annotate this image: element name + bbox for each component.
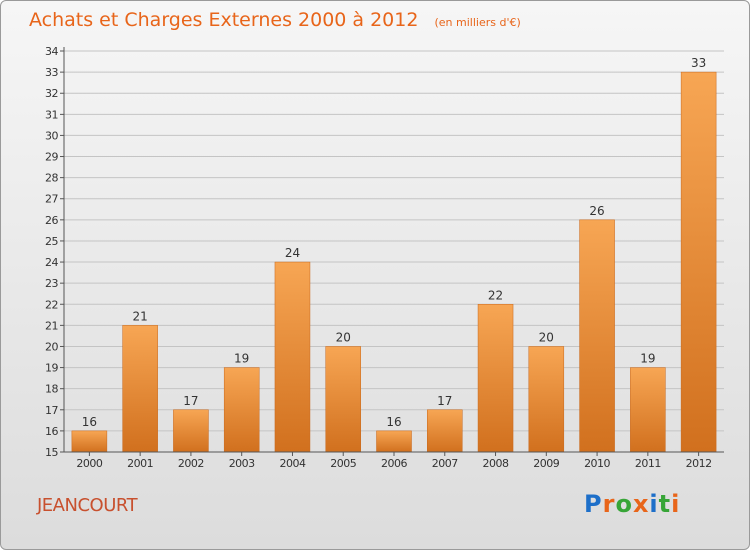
data-label-2010: 26 xyxy=(589,204,604,218)
bar-2010 xyxy=(579,219,615,453)
data-label-2005: 20 xyxy=(336,330,351,344)
chart-title: Achats et Charges Externes 2000 à 2012 (… xyxy=(29,9,521,31)
data-label-2011: 19 xyxy=(640,352,655,366)
data-label-2012: 33 xyxy=(691,56,706,70)
y-tick-label: 21 xyxy=(45,319,58,332)
x-tick-label: 2000 xyxy=(76,457,102,470)
x-tick-label: 2006 xyxy=(381,457,407,470)
bar-2006 xyxy=(376,430,412,453)
x-tick-label: 2005 xyxy=(330,457,356,470)
y-tick-label: 22 xyxy=(45,298,58,311)
x-tick-label: 2004 xyxy=(279,457,305,470)
bar-2008 xyxy=(477,304,514,453)
logo-letter: i xyxy=(671,490,681,518)
y-tick-label: 18 xyxy=(45,383,58,396)
y-tick-label: 26 xyxy=(45,214,58,227)
data-label-2002: 17 xyxy=(183,394,198,408)
bar-2001 xyxy=(122,325,158,453)
bar-2009 xyxy=(528,346,565,453)
data-label-2004: 24 xyxy=(285,246,300,260)
logo-letter: x xyxy=(632,490,650,518)
x-tick-label: 2010 xyxy=(584,457,610,470)
y-tick-label: 34 xyxy=(45,45,58,58)
x-tick-label: 2008 xyxy=(483,457,509,470)
y-tick-label: 16 xyxy=(45,425,58,438)
logo-letter: t xyxy=(658,490,672,518)
data-label-2000: 16 xyxy=(82,415,97,429)
x-tick-label: 2009 xyxy=(533,457,559,470)
y-tick-label: 32 xyxy=(45,87,58,100)
x-tick-label: 2007 xyxy=(432,457,458,470)
bar-2005 xyxy=(325,346,361,453)
data-label-2007: 17 xyxy=(437,394,452,408)
bar-2011 xyxy=(630,367,666,453)
y-tick-label: 20 xyxy=(45,340,58,353)
bar-2000 xyxy=(71,430,108,453)
x-tick-label: 2001 xyxy=(127,457,153,470)
axes: 15 16 17 18 19 20 21 22 23 24 25 26 27 28 29 30 31 32 33 34… xyxy=(45,45,724,470)
x-tick-label: 2003 xyxy=(229,457,255,470)
y-tick-label: 30 xyxy=(45,129,58,142)
commune-name: JEANCOURT xyxy=(37,495,138,516)
logo-letter: i xyxy=(649,490,659,518)
y-tick-label: 31 xyxy=(45,108,58,121)
y-tick-label: 15 xyxy=(45,446,58,459)
y-tick-label: 27 xyxy=(45,193,58,206)
logo-letter: o xyxy=(615,490,633,518)
data-label-2001: 21 xyxy=(133,309,148,323)
y-tick-label: 29 xyxy=(45,151,58,164)
logo-letter: r xyxy=(602,490,616,518)
y-tick-label: 19 xyxy=(45,362,58,375)
bar-2004 xyxy=(274,261,311,453)
proxiti-logo[interactable]: Proxiti xyxy=(584,490,680,518)
y-tick-label: 23 xyxy=(45,277,58,290)
bars: 16 21 17 19 24 20 16 17 22 20 26 19 33 xyxy=(71,56,717,453)
data-label-2006: 16 xyxy=(386,415,401,429)
chart-title-unit: (en milliers d'€) xyxy=(434,16,521,29)
bar-2002 xyxy=(173,409,209,453)
y-tick-label: 17 xyxy=(45,404,58,417)
x-tick-label: 2011 xyxy=(635,457,661,470)
data-label-2008: 22 xyxy=(488,288,503,302)
x-tick-label: 2002 xyxy=(178,457,204,470)
y-tick-label: 33 xyxy=(45,66,58,79)
x-tick-label: 2012 xyxy=(686,457,712,470)
data-label-2003: 19 xyxy=(234,352,249,366)
y-tick-label: 25 xyxy=(45,235,58,248)
data-label-2009: 20 xyxy=(539,330,554,344)
y-tick-label: 24 xyxy=(45,256,58,269)
bar-2003 xyxy=(223,367,260,453)
y-tick-label: 28 xyxy=(45,172,58,185)
logo-letter: P xyxy=(584,490,603,518)
bar-2007 xyxy=(427,409,463,453)
chart-title-main: Achats et Charges Externes 2000 à 2012 xyxy=(29,9,419,31)
bar-2012 xyxy=(680,71,717,453)
grid xyxy=(64,50,724,432)
